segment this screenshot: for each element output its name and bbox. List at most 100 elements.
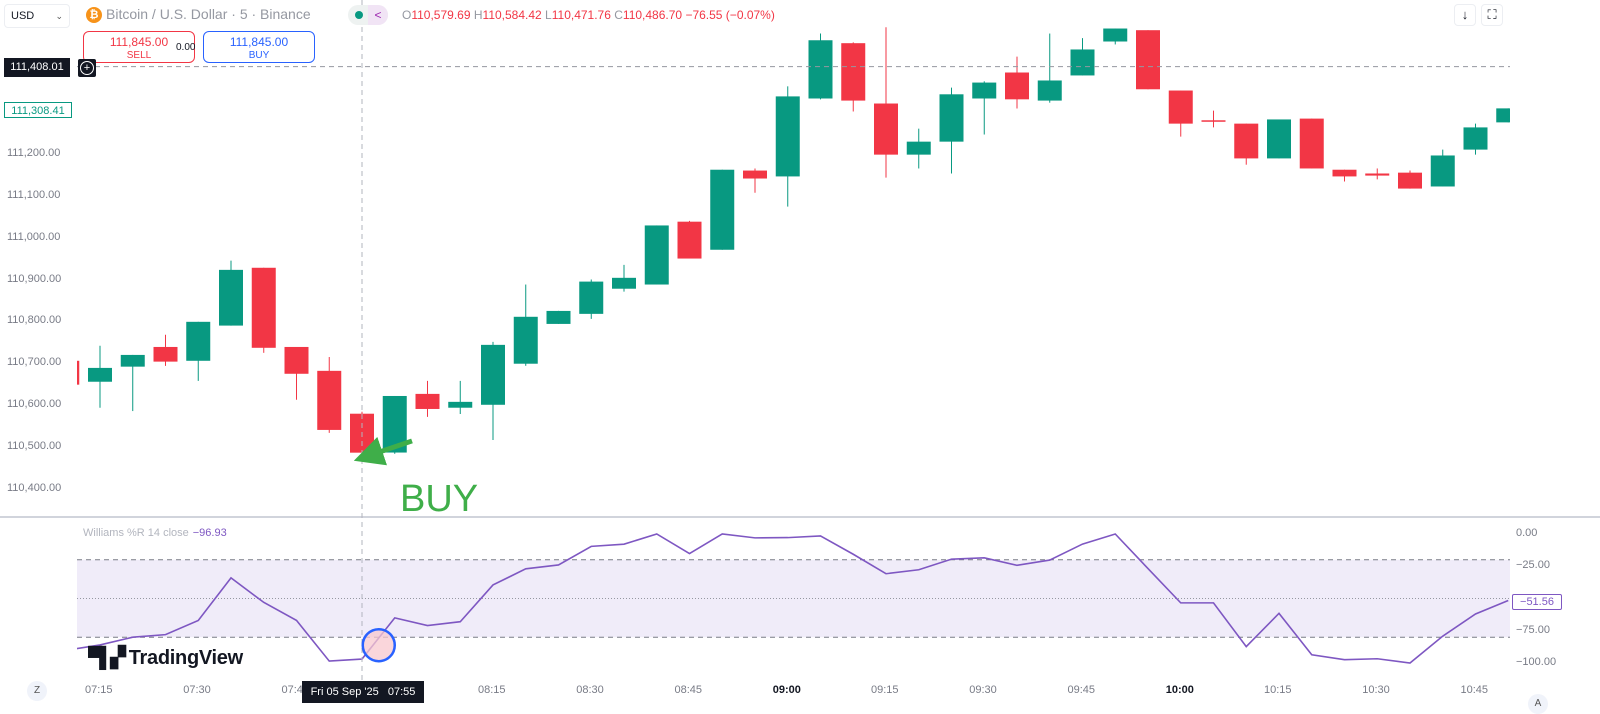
buy-annotation-text: BUY xyxy=(400,478,479,520)
logo-text: TradingView xyxy=(128,647,243,669)
time-tick-label: 08:15 xyxy=(478,684,506,696)
candle-up xyxy=(1496,108,1510,123)
buy-button[interactable]: 111,845.00 BUY xyxy=(203,31,315,63)
candle-body xyxy=(906,141,931,155)
candle-body xyxy=(1398,172,1422,189)
candle-up xyxy=(186,321,211,381)
tradingview-logo[interactable]: ▀▌▞ TradingView xyxy=(88,645,243,670)
candle-down xyxy=(743,168,767,193)
candle-body xyxy=(415,393,440,409)
candle-up xyxy=(612,264,636,292)
candle-up xyxy=(579,279,604,319)
time-tick-label: 09:00 xyxy=(772,684,801,696)
candle-down xyxy=(1365,168,1390,180)
candle-body xyxy=(775,96,800,177)
candle-body xyxy=(677,221,702,259)
time-tick-label: 09:30 xyxy=(969,684,997,696)
candle-body xyxy=(1463,127,1488,150)
time-tick-label: 08:30 xyxy=(576,684,604,696)
candle-up xyxy=(448,380,473,414)
candle-body xyxy=(972,82,997,99)
candle-down xyxy=(317,357,342,433)
candle-down xyxy=(874,27,898,178)
candle-body xyxy=(546,310,571,324)
candle-body xyxy=(1201,120,1226,122)
candle-body xyxy=(644,225,669,285)
candle-body xyxy=(77,360,80,385)
candle-down xyxy=(841,42,866,112)
last-price-label: 111,308.41 xyxy=(4,102,72,118)
candle-up xyxy=(644,225,669,285)
plus-icon: + xyxy=(80,61,94,75)
close-label: C xyxy=(614,8,623,22)
candle-up xyxy=(1070,38,1095,76)
candle-body xyxy=(1496,108,1510,123)
scroll-to-latest-button[interactable]: ↓ xyxy=(1454,4,1476,26)
buy-arrow xyxy=(353,436,413,466)
close-value: 110,486.70 xyxy=(622,8,683,22)
chevron-down-icon: ⌄ xyxy=(55,11,63,21)
price-tick-label: 110,800.00 xyxy=(7,314,62,327)
time-tick-label: 09:45 xyxy=(1067,684,1096,696)
candle-down xyxy=(1201,110,1226,128)
currency-value: USD xyxy=(11,10,35,22)
candle-body xyxy=(513,316,538,364)
crosshair-price-label: 111,408.01 xyxy=(4,58,70,77)
price-tick-label: 111,200.00 xyxy=(7,146,61,159)
ohlc-legend: O110,579.69 H110,584.42 L110,471.76 C110… xyxy=(402,8,775,22)
price-tick-label: 110,600.00 xyxy=(7,398,62,411)
candle-down xyxy=(677,220,702,259)
candle-body xyxy=(88,367,112,382)
time-tick-label: 08:45 xyxy=(674,684,703,696)
candle-body xyxy=(1430,155,1455,187)
candle-up xyxy=(808,33,833,100)
candle-down xyxy=(1299,118,1324,169)
auto-scale-button[interactable]: A xyxy=(1528,694,1548,714)
candle-up xyxy=(546,310,571,324)
price-tick-label: 111,000.00 xyxy=(7,230,61,243)
status-pill[interactable]: < xyxy=(348,5,388,25)
candle-down xyxy=(77,360,80,385)
candle-body xyxy=(841,43,866,101)
candle-down xyxy=(415,380,440,417)
low-value: 110,471.76 xyxy=(551,8,611,22)
williams-line xyxy=(77,533,1509,664)
candle-body xyxy=(1168,90,1193,124)
bitcoin-icon: ₿ xyxy=(86,7,102,23)
candle-body xyxy=(743,170,767,179)
sell-button[interactable]: 111,845.00 SELL xyxy=(83,31,195,63)
candle-down xyxy=(1398,170,1422,189)
candle-up xyxy=(710,169,735,250)
zoom-button[interactable]: Z xyxy=(27,681,47,701)
low-label: L xyxy=(545,8,552,22)
annotations xyxy=(353,436,413,663)
williams-legend[interactable]: Williams %R 14 close −96.93 xyxy=(83,527,227,539)
time-tick-label: 10:00 xyxy=(1165,684,1194,696)
candle-body xyxy=(1365,173,1390,176)
currency-select[interactable]: USD ⌄ xyxy=(4,4,70,28)
sell-label: SELL xyxy=(126,50,152,61)
williams-last-label: −51.56 xyxy=(1512,594,1562,610)
candle-down xyxy=(1234,123,1259,165)
share-icon: < xyxy=(368,5,388,25)
candle-body xyxy=(251,267,276,348)
price-tick-label: 110,900.00 xyxy=(7,272,62,285)
candle-up xyxy=(1430,149,1455,187)
candle-body xyxy=(579,281,604,314)
candle-down xyxy=(1168,90,1193,137)
buy-price: 111,845.00 xyxy=(229,35,289,49)
time-tick-label: 10:15 xyxy=(1264,684,1292,696)
candle-body xyxy=(219,269,243,326)
candle-up xyxy=(513,284,538,366)
candle-up xyxy=(775,86,800,207)
change-value: −76.55 (−0.07%) xyxy=(685,8,775,22)
candle-up xyxy=(1463,123,1488,155)
add-order-button[interactable]: + xyxy=(78,59,96,77)
signal-circle xyxy=(361,627,396,663)
symbol-title[interactable]: Bitcoin / U.S. Dollar · 5 · Binance xyxy=(106,6,311,22)
fullscreen-button[interactable]: ⛶ xyxy=(1481,4,1503,26)
candle-down xyxy=(1332,169,1357,182)
spread-value: 0.00 xyxy=(176,42,196,53)
candle-body xyxy=(1103,28,1128,42)
